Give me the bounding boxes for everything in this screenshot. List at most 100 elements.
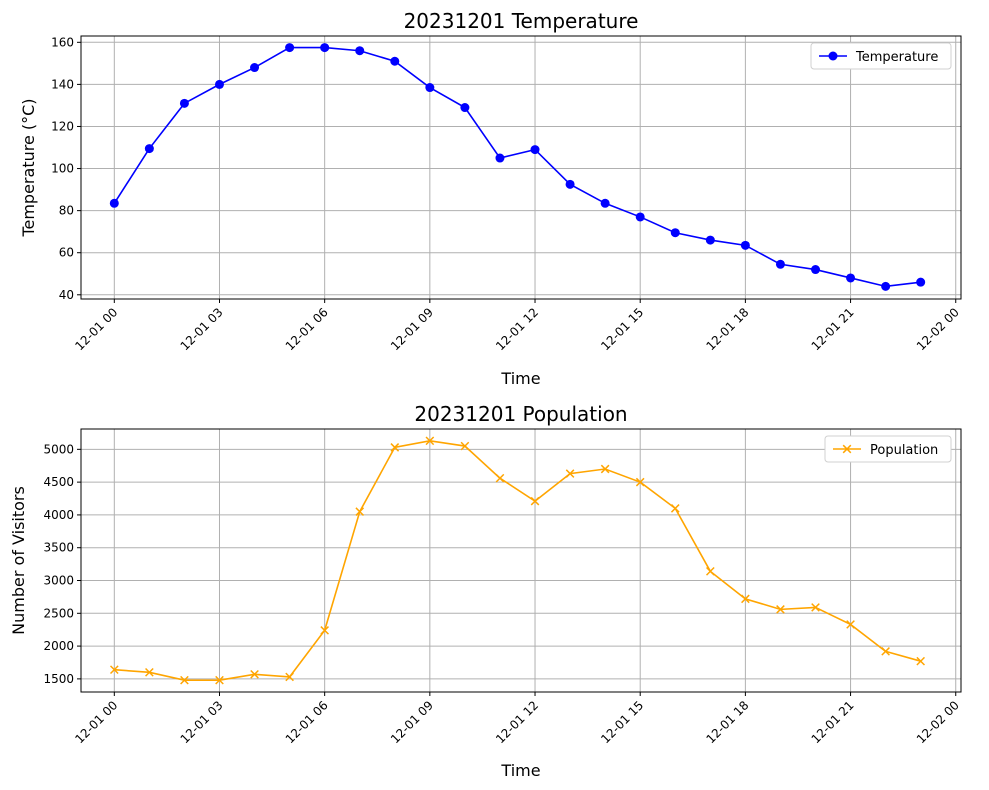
grid bbox=[81, 429, 961, 692]
plot-frame bbox=[80, 35, 962, 300]
x-tick-label: 12-01 06 bbox=[283, 698, 331, 746]
y-axis-title: Temperature (°C) bbox=[19, 98, 38, 237]
y-tick-label: 4500 bbox=[43, 475, 74, 489]
data-point bbox=[215, 675, 224, 685]
marker-stroke bbox=[320, 626, 329, 635]
data-point bbox=[600, 198, 610, 208]
data-point bbox=[565, 469, 575, 478]
x-tick-label: 12-01 18 bbox=[703, 305, 751, 353]
data-point bbox=[390, 443, 400, 452]
data-point bbox=[846, 620, 855, 629]
plot-frame bbox=[80, 428, 962, 693]
data-point bbox=[600, 464, 610, 474]
marker-stroke bbox=[425, 436, 435, 446]
temperature-chart: 12-01 00 12-01 03 12-01 06 12-01 09 12-01 12… bbox=[19, 9, 962, 388]
marker-stroke bbox=[495, 473, 505, 483]
chart-title: 20231201 Population bbox=[414, 402, 627, 426]
legend-box bbox=[824, 435, 952, 463]
marker-stroke bbox=[285, 672, 294, 682]
legend: Population bbox=[824, 435, 952, 463]
y-tick-label: 60 bbox=[59, 246, 74, 260]
marker-stroke bbox=[145, 667, 154, 677]
data-point bbox=[179, 98, 189, 108]
data-point bbox=[320, 626, 329, 635]
x-tick-label: 12-01 15 bbox=[598, 305, 646, 353]
x-tick-label: 12-01 21 bbox=[809, 305, 857, 353]
data-point bbox=[811, 603, 820, 612]
data-point bbox=[670, 504, 680, 513]
data-point bbox=[705, 235, 715, 245]
x-tick-label: 12-01 03 bbox=[178, 698, 226, 746]
chart-title: 20231201 Temperature bbox=[404, 9, 639, 33]
marker-stroke bbox=[811, 603, 820, 612]
grid bbox=[81, 36, 961, 299]
x-tick-label: 12-02 00 bbox=[914, 698, 962, 746]
marker-stroke bbox=[250, 669, 259, 679]
x-tick-label: 12-01 15 bbox=[598, 698, 646, 746]
data-point bbox=[425, 83, 435, 93]
y-tick-label: 2500 bbox=[43, 606, 74, 620]
x-tick-label: 12-01 12 bbox=[493, 305, 541, 353]
legend-label: Population bbox=[870, 443, 938, 458]
data-point bbox=[320, 43, 330, 53]
x-tick-label: 12-01 18 bbox=[703, 698, 751, 746]
data-point bbox=[741, 594, 750, 604]
x-tick-label: 12-01 03 bbox=[178, 305, 226, 353]
data-point bbox=[881, 647, 890, 656]
marker-stroke bbox=[846, 620, 855, 629]
data-point bbox=[530, 496, 540, 506]
x-tick-label: 12-01 12 bbox=[493, 698, 541, 746]
series-line bbox=[114, 439, 921, 681]
data-point bbox=[565, 179, 575, 189]
x-tick-label: 12-01 00 bbox=[72, 698, 120, 746]
marker-stroke bbox=[390, 443, 400, 452]
marker-stroke bbox=[109, 665, 119, 675]
legend: Temperature bbox=[810, 42, 952, 70]
x-tick-label: 12-02 00 bbox=[914, 305, 962, 353]
data-point bbox=[355, 507, 365, 516]
data-point bbox=[285, 672, 294, 682]
marker-stroke bbox=[180, 675, 189, 685]
population-chart: 12-01 00 12-01 03 12-01 06 12-01 09 12-01 12… bbox=[9, 402, 962, 780]
data-point bbox=[495, 153, 505, 163]
x-tick-label: 12-01 21 bbox=[809, 698, 857, 746]
data-point bbox=[635, 212, 645, 222]
marker-stroke bbox=[705, 566, 715, 576]
marker-stroke bbox=[460, 441, 470, 451]
marker-stroke bbox=[842, 444, 852, 454]
x-tick-label: 12-01 00 bbox=[72, 305, 120, 353]
x-axis-title: Time bbox=[500, 369, 540, 388]
data-point bbox=[425, 436, 435, 446]
marker-stroke bbox=[881, 647, 890, 656]
y-tick-label: 160 bbox=[51, 35, 74, 49]
marker-stroke bbox=[776, 605, 785, 614]
data-point bbox=[145, 667, 154, 677]
y-tick-label: 100 bbox=[51, 162, 74, 176]
legend-marker bbox=[828, 51, 838, 61]
legend-box bbox=[810, 42, 952, 70]
data-point bbox=[355, 46, 365, 56]
data-point bbox=[775, 259, 785, 269]
y-tick-label: 1500 bbox=[43, 672, 74, 686]
marker-stroke bbox=[530, 496, 540, 506]
data-point bbox=[180, 675, 189, 685]
y-tick-label: 80 bbox=[59, 204, 74, 218]
y-tick-label: 4000 bbox=[43, 508, 74, 522]
marker-stroke bbox=[670, 504, 680, 513]
data-point bbox=[846, 273, 856, 283]
marker-stroke bbox=[916, 656, 926, 666]
y-tick-label: 3500 bbox=[43, 541, 74, 555]
data-point bbox=[705, 566, 715, 576]
marker-stroke bbox=[635, 477, 645, 487]
marker-stroke bbox=[215, 675, 224, 685]
data-point bbox=[250, 669, 259, 679]
legend-label: Temperature bbox=[855, 50, 938, 65]
marker-stroke bbox=[355, 507, 365, 516]
data-point bbox=[530, 145, 540, 155]
legend-marker bbox=[842, 444, 852, 454]
data-point bbox=[109, 665, 119, 675]
data-point bbox=[916, 277, 926, 287]
data-point bbox=[390, 56, 400, 66]
y-tick-label: 5000 bbox=[43, 442, 74, 456]
